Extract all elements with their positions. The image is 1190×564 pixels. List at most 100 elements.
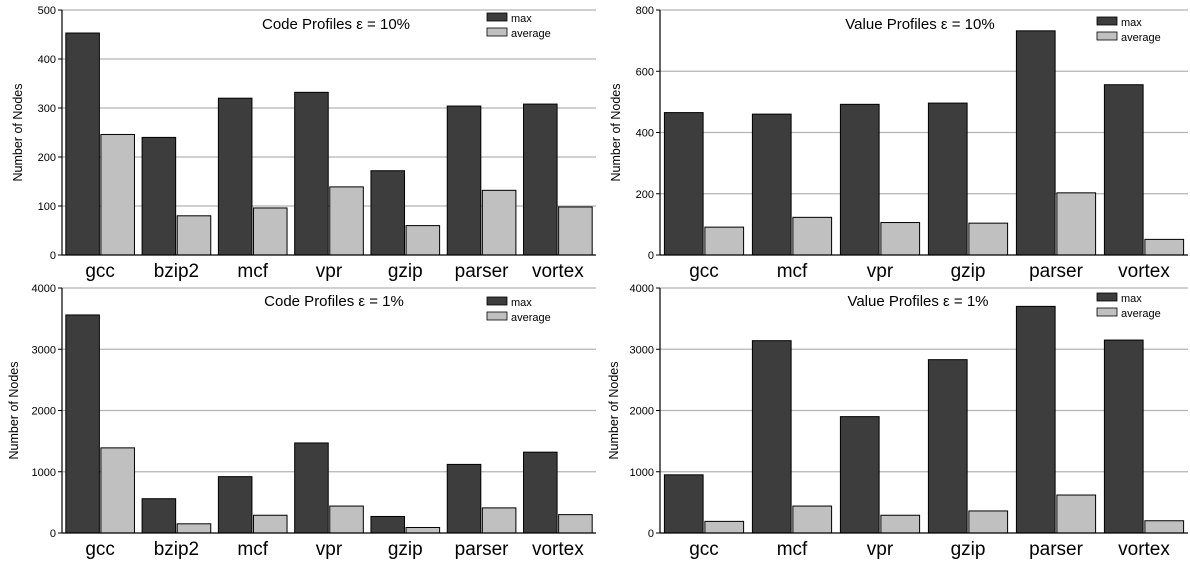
y-tick-label: 100	[38, 201, 56, 213]
legend-label-max: max	[1121, 17, 1142, 29]
legend-swatch-max	[1096, 16, 1118, 26]
legend-label-average: average	[511, 28, 551, 40]
bar-max-parser	[446, 463, 482, 534]
legend-label-average: average	[1121, 32, 1161, 44]
y-tick-label: 2000	[630, 406, 654, 418]
x-tick-label: vpr	[867, 261, 894, 282]
y-tick-label: 2000	[32, 406, 56, 418]
bar-average-vpr	[880, 514, 921, 534]
legend-swatch-max	[486, 12, 508, 22]
bar-average-parser	[1056, 192, 1097, 256]
x-tick-label: parser	[1029, 539, 1084, 560]
x-tick-label: bzip2	[154, 539, 199, 560]
bar-max-parser	[1015, 30, 1056, 256]
bar-average-mcf	[252, 207, 288, 256]
y-tick-label: 400	[38, 54, 56, 66]
y-tick-label: 0	[648, 250, 654, 262]
x-tick-label: mcf	[237, 261, 268, 282]
bar-average-vpr	[329, 186, 364, 256]
chart-title: Code Profiles ε = 1%	[264, 293, 404, 310]
bar-max-parser	[1015, 305, 1056, 534]
x-tick-label: gzip	[951, 261, 986, 282]
y-axis-label: Number of Nodes	[11, 84, 25, 182]
bar-max-mcf	[217, 97, 253, 256]
bar-average-bzip2	[176, 523, 212, 534]
chart-title: Value Profiles ε = 1%	[847, 293, 988, 310]
y-tick-label: 4000	[32, 283, 56, 295]
legend-label-average: average	[1121, 308, 1161, 320]
y-tick-label: 600	[636, 66, 654, 78]
bar-max-gzip	[370, 515, 406, 534]
x-tick-label: gcc	[689, 539, 719, 560]
bar-max-mcf	[217, 476, 253, 534]
legend-label-max: max	[511, 13, 532, 25]
x-tick-label: parser	[1029, 261, 1084, 282]
bar-max-bzip2	[141, 136, 177, 256]
x-tick-label: vortex	[532, 261, 584, 282]
chart-value-profiles-1: 0 1000 2000 3000 4000 gcc mcf vpr gzip parser vort…	[607, 283, 1188, 560]
bar-average-gcc	[100, 447, 135, 534]
x-tick-label: gcc	[85, 261, 115, 282]
x-tick-label: gcc	[689, 261, 719, 282]
bar-max-vpr	[839, 103, 880, 256]
legend-label-max: max	[1121, 293, 1142, 305]
y-tick-label: 200	[636, 189, 654, 201]
bar-average-vortex	[1144, 238, 1185, 256]
y-axis-label: Number of Nodes	[609, 84, 623, 182]
bar-average-gzip	[968, 510, 1009, 534]
bar-max-gcc	[65, 32, 100, 256]
y-tick-label: 3000	[32, 344, 56, 356]
x-tick-label: vortex	[532, 539, 584, 560]
bar-max-vortex	[1103, 84, 1144, 256]
y-axis-label: Number of Nodes	[7, 362, 21, 460]
bar-average-mcf	[792, 216, 833, 256]
chart-title: Code Profiles ε = 10%	[262, 16, 410, 33]
bar-average-parser	[1056, 494, 1097, 534]
y-tick-label: 400	[636, 128, 654, 140]
y-tick-label: 4000	[630, 283, 654, 295]
y-tick-label: 3000	[630, 344, 654, 356]
x-tick-label: vortex	[1118, 261, 1170, 282]
y-tick-label: 800	[636, 5, 654, 17]
y-tick-label: 0	[50, 250, 56, 262]
bar-average-mcf	[792, 505, 833, 534]
bar-max-mcf	[751, 113, 792, 256]
y-tick-label: 500	[38, 5, 56, 17]
bar-average-parser	[481, 189, 517, 256]
x-tick-label: gzip	[388, 539, 423, 560]
bar-max-gcc	[65, 314, 100, 534]
x-tick-label: gzip	[951, 539, 986, 560]
chart-title: Value Profiles ε = 10%	[845, 16, 994, 33]
x-tick-label: vpr	[316, 261, 343, 282]
bar-average-vortex	[558, 206, 593, 256]
x-tick-label: vpr	[316, 539, 343, 560]
bar-max-gzip	[927, 359, 968, 534]
legend-swatch-average	[1096, 31, 1118, 41]
x-tick-label: gcc	[85, 539, 115, 560]
bar-max-bzip2	[141, 498, 177, 534]
bar-average-mcf	[252, 514, 288, 534]
bar-average-vortex	[558, 514, 593, 534]
x-tick-label: vpr	[867, 539, 894, 560]
bar-average-gzip	[968, 222, 1009, 256]
legend-swatch-average	[486, 27, 508, 37]
x-tick-label: bzip2	[154, 261, 199, 282]
bar-average-vpr	[329, 505, 364, 534]
x-tick-label: mcf	[777, 539, 808, 560]
bar-average-gcc	[704, 520, 745, 534]
legend-swatch-average	[486, 311, 508, 321]
chart-value-profiles-10: 0 200 400 600 800 gcc mcf vpr gzip parser vortex Va…	[609, 5, 1188, 282]
legend-swatch-max	[486, 296, 508, 306]
bar-average-bzip2	[176, 215, 212, 256]
y-tick-label: 0	[50, 528, 56, 540]
x-tick-label: vortex	[1118, 539, 1170, 560]
bar-max-mcf	[751, 340, 792, 534]
bar-max-gzip	[370, 170, 406, 256]
y-tick-label: 300	[38, 103, 56, 115]
bar-average-gzip	[405, 526, 441, 534]
y-axis-label: Number of Nodes	[607, 362, 621, 460]
legend-swatch-max	[1096, 292, 1118, 302]
y-tick-label: 0	[648, 528, 654, 540]
bar-average-vortex	[1144, 520, 1185, 534]
